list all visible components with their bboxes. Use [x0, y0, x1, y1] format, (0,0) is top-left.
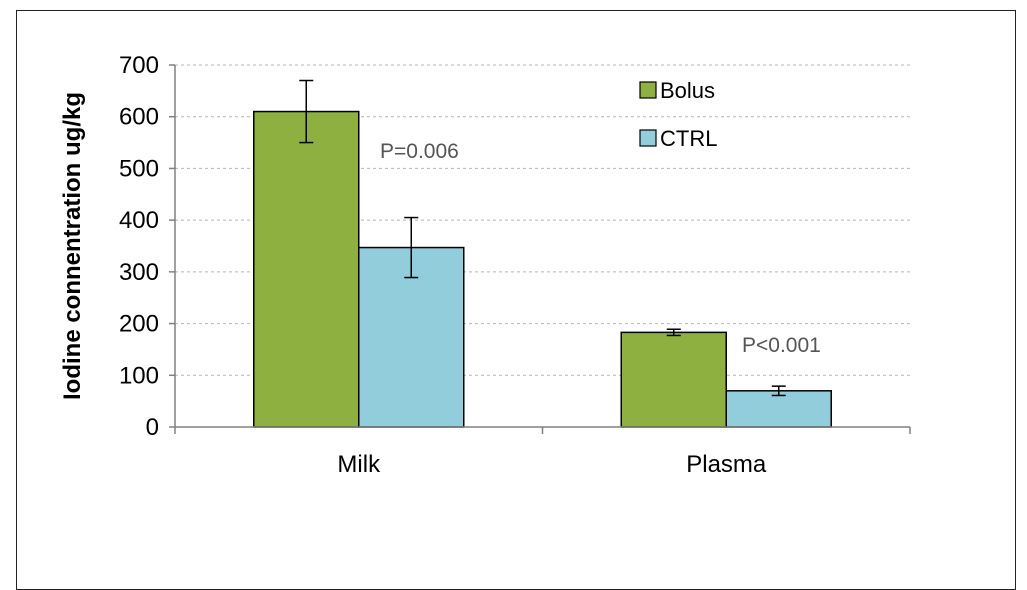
y-axis-label: Iodine connentration ug/kg: [59, 92, 86, 400]
legend-label-ctrl: CTRL: [660, 126, 717, 151]
x-tick-labels: Milk Plasma: [337, 451, 766, 478]
error-bar-ctrl-plasma: [771, 385, 786, 397]
error-bar-bolus-plasma: [666, 328, 681, 337]
legend-label-bolus: Bolus: [660, 78, 715, 103]
legend: Bolus CTRL: [639, 78, 717, 151]
x-tick-label-milk: Milk: [337, 451, 381, 478]
error-bar-bolus-milk: [299, 79, 314, 144]
y-tick-labels: 0 100 200 300 400 500 600 700: [119, 52, 159, 441]
y-tick-label-300: 300: [119, 259, 159, 286]
axes: [169, 64, 911, 434]
p-value-annotation-plasma: P<0.001: [742, 334, 821, 357]
p-value-annotation-milk: P=0.006: [380, 140, 459, 163]
bar-bolus-milk: [253, 110, 360, 428]
y-tick-label-400: 400: [119, 207, 159, 234]
legend-swatch-ctrl: [639, 129, 657, 147]
bar-ctrl-plasma: [725, 390, 832, 428]
bar-bolus-plasma: [620, 331, 727, 428]
y-tick-label-0: 0: [146, 414, 159, 441]
y-tick-label-600: 600: [119, 104, 159, 131]
y-tick-label-700: 700: [119, 52, 159, 79]
bars: [253, 110, 832, 428]
y-tick-label-100: 100: [119, 362, 159, 389]
y-tick-label-200: 200: [119, 311, 159, 338]
legend-swatch-bolus: [639, 81, 657, 99]
annotations: P=0.006 P<0.001: [380, 140, 821, 357]
error-bar-ctrl-milk: [404, 216, 419, 279]
y-tick-label-500: 500: [119, 155, 159, 182]
x-tick-label-plasma: Plasma: [686, 451, 767, 478]
error-bars: [299, 79, 786, 397]
bar-chart: 0 100 200 300 400 500 600 700 Milk Plasma P=0.00…: [59, 52, 911, 478]
chart-frame: [16, 10, 1016, 590]
